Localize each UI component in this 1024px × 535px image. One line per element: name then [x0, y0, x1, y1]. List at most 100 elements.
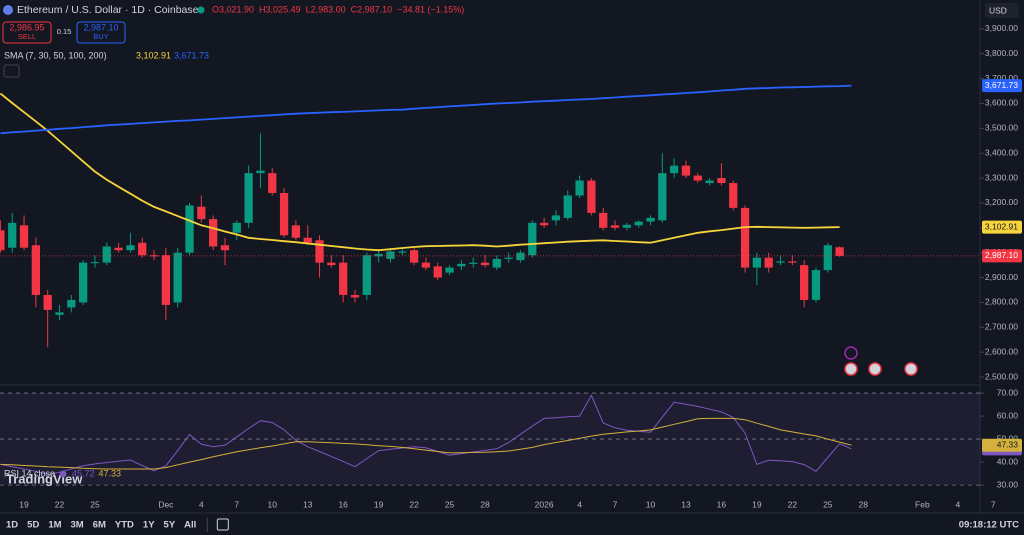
currency-button[interactable] [985, 3, 1019, 18]
rsi-status [59, 470, 67, 478]
event-icon[interactable] [844, 346, 858, 360]
candle-body [138, 242, 147, 256]
indicator-value: 3,671.73 [174, 50, 209, 60]
x-tick-label: Feb [915, 499, 930, 509]
y-tick-label: 3,400.00 [985, 147, 1018, 157]
candle-body [126, 245, 135, 251]
candle-body [161, 255, 171, 305]
candle-body [634, 221, 643, 226]
candle-body [599, 212, 608, 228]
overlay: Ethereum / U.S. Dollar · 1D · Coinbase 2… [2, 3, 1019, 486]
candle-body [587, 180, 596, 213]
candle-body [764, 257, 773, 268]
candle-body [79, 262, 88, 303]
buy-button[interactable] [76, 21, 126, 44]
candle-body [409, 250, 419, 263]
rsi-title: RSI 14 close [4, 468, 55, 478]
indicator-line [0, 417, 852, 470]
event-icon[interactable] [844, 362, 858, 376]
indicator-value: 3,102.91 [136, 50, 171, 60]
y-tick-label: 3,700.00 [985, 73, 1018, 83]
candle-body [8, 222, 17, 248]
candle-body [492, 258, 501, 268]
event-icon[interactable] [904, 362, 918, 376]
range-button[interactable]: 1D [6, 520, 18, 531]
y-tick-label: 2,800.00 [985, 297, 1018, 307]
indicator-name: SMA (7, 30, 50, 100, 200) [4, 50, 107, 60]
candle-body [681, 165, 691, 176]
y-tick-label: 2,500.00 [985, 371, 1018, 381]
range-button[interactable]: 5Y [164, 520, 176, 531]
x-tick-label: 25 [90, 499, 100, 509]
price-tag-label: 2,987.10 [985, 250, 1018, 260]
event-icon[interactable] [868, 362, 882, 376]
rsi-pane: 30.00 40.00 50.00 60.00 70.00 45.72 47.33 [0, 387, 1022, 489]
range-button[interactable]: All [184, 520, 196, 531]
x-tick-label: Dec [158, 499, 174, 509]
x-tick-label: 16 [717, 499, 727, 509]
x-tick-label: 22 [55, 499, 65, 509]
candle-body [539, 222, 549, 226]
candle-body [55, 312, 64, 315]
sell-label: SELL [18, 32, 36, 41]
candle-body [433, 266, 442, 278]
candle-body [398, 251, 407, 253]
price-tag [982, 220, 1022, 234]
candle-body [610, 225, 620, 228]
candle-body [445, 267, 454, 273]
candle-body [788, 261, 797, 263]
buy-price: 2,987.10 [83, 22, 118, 32]
y-tick-label: 30.00 [997, 479, 1019, 489]
price-tag-label: 3,102.91 [985, 221, 1018, 231]
candle-body [173, 252, 182, 303]
y-tick-label: 3,800.00 [985, 48, 1018, 58]
spread: 0.15 [57, 27, 72, 36]
candle-body [374, 253, 383, 257]
candle-body [197, 206, 206, 220]
price-tag-label: 3,671.73 [985, 80, 1018, 90]
y-tick-label: 3,500.00 [985, 123, 1018, 133]
date-range-button[interactable] [216, 518, 229, 531]
symbol-icon [3, 5, 13, 15]
candle-body [705, 180, 714, 184]
range-button[interactable]: 1M [48, 520, 61, 531]
y-tick-label: 2,600.00 [985, 346, 1018, 356]
range-button[interactable]: 6M [93, 520, 106, 531]
x-tick-label: 7 [613, 499, 618, 509]
candle-body [717, 178, 726, 184]
y-tick-label: 3,600.00 [985, 98, 1018, 108]
ohlc-value: C2,987.10 [351, 4, 393, 14]
x-tick-label: 10 [268, 499, 278, 509]
sell-price: 2,986.95 [9, 22, 44, 32]
x-tick-label: 19 [752, 499, 762, 509]
candle-body [102, 246, 111, 263]
price-tag [982, 438, 1022, 452]
ohlc-value: L2,983.00 [306, 4, 346, 14]
range-button[interactable]: YTD [115, 520, 134, 531]
range-button[interactable]: 3M [71, 520, 84, 531]
indicator-line [0, 92, 840, 252]
candle-body [19, 225, 29, 248]
candle-body [350, 294, 360, 298]
x-tick-label: 22 [409, 499, 419, 509]
buy-label: BUY [93, 32, 108, 41]
market-status [197, 6, 205, 14]
candle-body [740, 207, 750, 268]
sell-button[interactable] [2, 21, 52, 44]
candle-body [362, 255, 371, 295]
candle-body [386, 251, 395, 259]
range-button[interactable]: 5D [27, 520, 39, 531]
candle-body [658, 173, 667, 221]
x-tick-label: 7 [234, 499, 239, 509]
y-tick-label: 2,700.00 [985, 322, 1018, 332]
collapse-button[interactable] [3, 64, 20, 78]
candle-body [67, 299, 76, 308]
y-tick-label: 3,300.00 [985, 172, 1018, 182]
x-tick-label: 10 [646, 499, 656, 509]
candle-body [575, 180, 584, 196]
y-tick-label: 50.00 [997, 433, 1019, 443]
range-button[interactable]: 1Y [143, 520, 155, 531]
candle-body [457, 263, 466, 267]
